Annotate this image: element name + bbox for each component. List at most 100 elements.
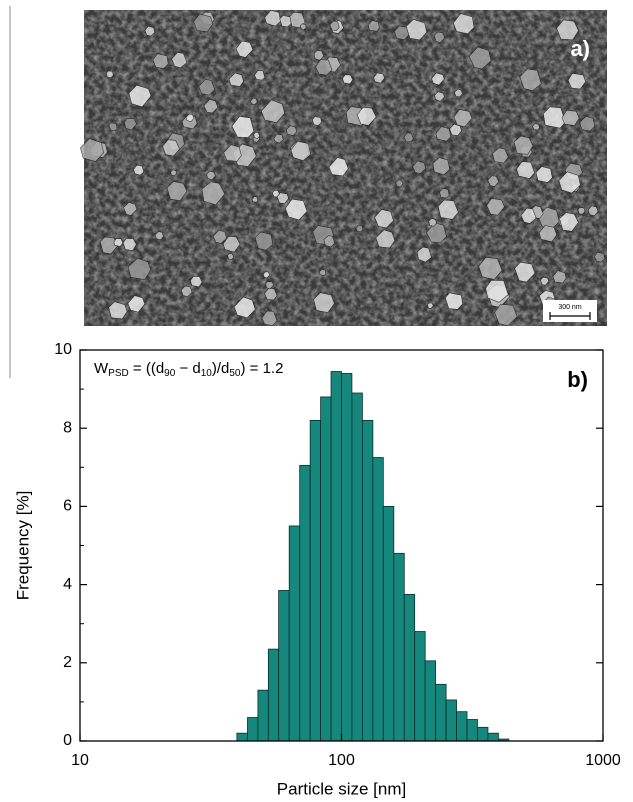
bar	[445, 699, 457, 742]
scale-bar-label: 300 nm	[558, 304, 582, 311]
grain	[127, 257, 152, 280]
grain	[373, 72, 385, 84]
grain	[166, 181, 188, 202]
grain	[254, 70, 266, 81]
grain	[494, 303, 518, 327]
y-tick-label: 8	[63, 419, 72, 436]
grain	[431, 72, 445, 86]
grain	[439, 187, 450, 199]
grain	[203, 98, 219, 114]
grain	[594, 251, 606, 263]
grain	[486, 198, 505, 216]
grain	[279, 14, 292, 28]
bar	[247, 717, 259, 742]
grain	[532, 123, 541, 131]
x-tick-label: 1000	[585, 752, 621, 769]
grain	[264, 287, 278, 301]
grain	[577, 207, 586, 215]
grain	[235, 40, 254, 58]
bar	[403, 593, 416, 742]
bar	[435, 683, 447, 742]
grain	[198, 78, 216, 96]
annotation: WPSD = ((d90 − d10)/d50) = 1.2	[94, 360, 283, 379]
bar	[320, 396, 332, 742]
grain	[80, 138, 105, 162]
grain	[552, 270, 567, 284]
grain	[535, 166, 553, 183]
grain	[432, 157, 451, 176]
bar	[456, 711, 468, 742]
grain	[227, 253, 235, 260]
grain	[251, 196, 259, 203]
sem-grains	[80, 9, 606, 327]
grain	[468, 46, 492, 70]
grain	[144, 25, 156, 37]
y-tick-label: 6	[63, 498, 72, 515]
panel-label: a)	[570, 36, 590, 61]
grain	[212, 229, 227, 244]
grain	[542, 106, 566, 129]
grain	[328, 157, 349, 177]
grain	[323, 235, 336, 248]
annotation-subscript: 10	[201, 368, 213, 379]
grain	[315, 59, 333, 76]
annotation-text: )/d	[212, 360, 230, 377]
bar	[487, 732, 499, 742]
bar	[257, 689, 269, 742]
bar	[382, 505, 395, 742]
grain	[265, 281, 274, 290]
bar	[351, 392, 363, 742]
y-tick-label: 10	[54, 341, 72, 358]
x-tick-label: 100	[328, 752, 355, 769]
grain	[185, 113, 195, 123]
grain	[487, 175, 500, 187]
grain	[426, 222, 447, 244]
grain	[154, 231, 164, 241]
grain	[193, 13, 214, 33]
bar	[341, 373, 353, 742]
grain	[405, 19, 428, 41]
grain	[374, 209, 394, 229]
bar	[477, 726, 489, 742]
grain	[375, 229, 396, 249]
bar	[278, 590, 290, 742]
grain	[587, 205, 599, 217]
grain	[113, 238, 124, 247]
grain	[449, 123, 462, 136]
grain	[558, 171, 581, 194]
grain	[250, 97, 258, 105]
grain	[367, 20, 380, 32]
annotation-subscript: PSD	[108, 368, 129, 379]
grain	[416, 246, 432, 263]
grain	[108, 122, 118, 131]
grain	[514, 261, 536, 283]
bar	[309, 419, 322, 742]
bar	[424, 660, 437, 742]
bar	[414, 631, 426, 742]
grain	[513, 135, 534, 155]
grain	[428, 217, 437, 227]
grain	[127, 295, 146, 313]
grain	[453, 109, 473, 128]
grain	[299, 23, 307, 31]
grain	[231, 115, 255, 138]
y-tick-label: 4	[63, 576, 72, 593]
annotation-text: − d	[175, 360, 200, 377]
grain	[453, 88, 463, 98]
grain	[485, 279, 509, 303]
grain	[133, 164, 145, 176]
bar	[466, 719, 478, 742]
grain	[540, 276, 550, 286]
x-tick-label: 10	[71, 752, 89, 769]
grain	[356, 106, 377, 126]
grain	[152, 53, 169, 69]
grain	[171, 52, 188, 69]
grain	[538, 225, 558, 243]
grain	[519, 68, 542, 92]
bar	[393, 552, 405, 742]
grain	[272, 189, 280, 198]
grain	[492, 147, 509, 164]
grain	[435, 126, 452, 142]
grain	[170, 169, 177, 177]
